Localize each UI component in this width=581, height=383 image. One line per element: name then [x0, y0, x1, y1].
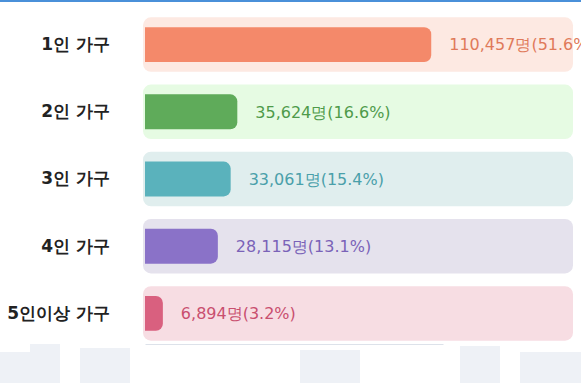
category-label: 1인 가구: [41, 34, 110, 54]
data-label: 110,457명(51.6%): [449, 35, 581, 54]
category-label: 5인이상 가구: [7, 303, 110, 323]
skyline-block: [300, 350, 360, 383]
y-axis: 1인 가구 2인 가구 3인 가구 4인 가구 5인이상 가구: [7, 34, 110, 323]
data-label: 6,894명(3.2%): [181, 304, 296, 323]
skyline-block: [30, 344, 60, 383]
x-axis: [146, 344, 444, 345]
skyline: [0, 344, 581, 383]
category-label: 3인 가구: [41, 168, 110, 188]
bar: [145, 296, 163, 331]
bar: [145, 27, 431, 62]
row-panel: [143, 286, 573, 340]
row-panels: [0, 16, 573, 342]
skyline-block: [520, 352, 581, 383]
category-label: 2인 가구: [41, 101, 110, 121]
skyline-block: [460, 346, 500, 383]
top-rule: [0, 0, 581, 2]
y-tick: 1인 가구: [41, 34, 110, 54]
skyline-block: [80, 348, 130, 383]
y-tick: 5인이상 가구: [7, 303, 110, 323]
bar: [145, 229, 218, 264]
bar: [145, 94, 237, 129]
label-column: [0, 16, 143, 342]
data-label: 33,061명(15.4%): [249, 170, 384, 189]
y-tick: 4인 가구: [41, 236, 110, 256]
data-label: 28,115명(13.1%): [236, 237, 371, 256]
bar: [145, 162, 231, 197]
bars: [145, 27, 431, 331]
data-label: 35,624명(16.6%): [255, 103, 390, 122]
y-tick: 2인 가구: [41, 101, 110, 121]
x-axis-line: [146, 344, 444, 345]
chart: 1인 가구 2인 가구 3인 가구 4인 가구 5인이상 가구 110,457명(51.6…: [0, 0, 581, 383]
data-labels: 110,457명(51.6%) 35,624명(16.6%) 33,061명(15.…: [181, 35, 581, 323]
category-label: 4인 가구: [41, 236, 110, 256]
y-tick: 3인 가구: [41, 168, 110, 188]
